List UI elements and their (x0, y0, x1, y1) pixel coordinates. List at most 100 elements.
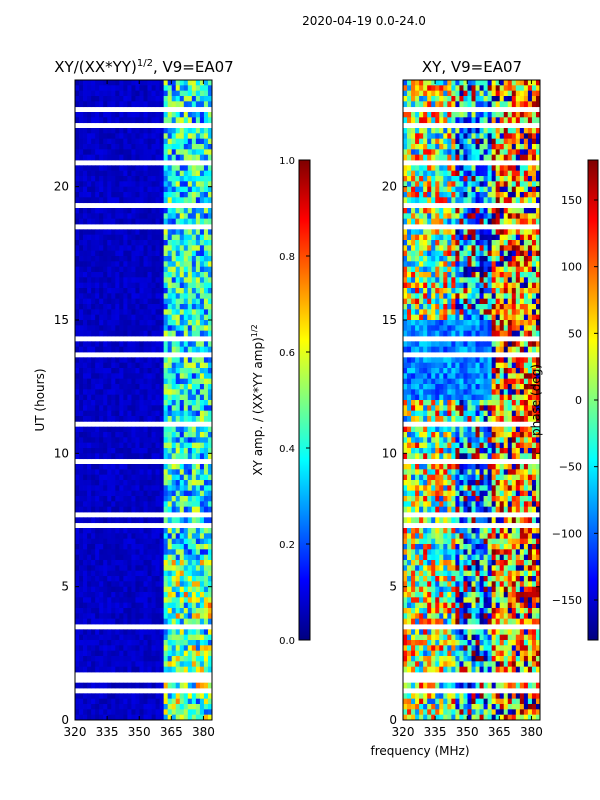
heatmap-cell (175, 261, 181, 268)
heatmap-cell (431, 192, 436, 198)
heatmap-cell (107, 485, 112, 492)
heatmap-cell (87, 576, 92, 582)
heatmap-cell (95, 80, 100, 86)
heatmap-cell (127, 432, 132, 438)
heatmap-cell (143, 650, 148, 657)
heatmap-cell (459, 261, 464, 268)
heatmap-cell (463, 282, 468, 289)
heatmap-cell (527, 272, 533, 278)
heatmap-cell (191, 282, 197, 289)
heatmap-cell (203, 576, 209, 582)
heatmap-cell (115, 394, 120, 401)
heatmap-cell (123, 117, 128, 124)
heatmap-cell (83, 634, 88, 641)
heatmap-cell (163, 245, 169, 252)
heatmap-cell (415, 245, 420, 252)
heatmap-cell (155, 138, 161, 145)
heatmap-cell (131, 426, 136, 433)
heatmap-cell (135, 229, 140, 236)
heatmap-cell (199, 576, 205, 582)
heatmap-cell (451, 266, 456, 273)
heatmap-cell (451, 154, 456, 161)
heatmap-cell (451, 309, 456, 316)
heatmap-cell (495, 85, 501, 92)
heatmap-cell (503, 149, 509, 156)
heatmap-cell (135, 250, 140, 257)
heatmap-cell (111, 693, 116, 700)
heatmap-cell (527, 138, 533, 145)
heatmap-cell (183, 576, 189, 582)
heatmap-cell (131, 496, 136, 502)
heatmap-cell (487, 138, 493, 145)
heatmap-cell (171, 586, 177, 593)
heatmap-cell (455, 245, 460, 252)
heatmap-cell (199, 485, 205, 492)
heatmap-cell (151, 389, 156, 396)
heatmap-cell (123, 378, 128, 385)
heatmap-cell (115, 608, 120, 614)
heatmap-cell (187, 597, 193, 604)
heatmap-cell (495, 144, 501, 150)
heatmap-cell (139, 629, 144, 636)
heatmap-cell (167, 389, 173, 396)
heatmap-cell (447, 85, 452, 92)
heatmap-cell (419, 170, 424, 177)
heatmap-cell (171, 288, 177, 294)
heatmap-cell (435, 298, 440, 305)
heatmap-cell (139, 394, 144, 401)
heatmap-cell (111, 181, 116, 188)
heatmap-cell (199, 501, 205, 508)
heatmap-cell (147, 437, 152, 444)
heatmap-cell (183, 304, 189, 310)
heatmap-cell (123, 144, 128, 150)
heatmap-cell (403, 154, 408, 161)
heatmap-cell (147, 709, 152, 716)
heatmap-cell (91, 85, 96, 92)
heatmap-cell (159, 117, 165, 124)
heatmap-cell (163, 346, 169, 353)
heatmap-cell (159, 416, 165, 422)
heatmap-cell (95, 240, 100, 246)
heatmap-cell (415, 272, 420, 278)
heatmap-cell (203, 213, 209, 220)
heatmap-cell (103, 165, 108, 172)
heatmap-cell (119, 581, 124, 588)
heatmap-cell (83, 293, 88, 300)
heatmap-cell (127, 170, 132, 177)
heatmap-cell (95, 218, 100, 225)
heatmap-cell (191, 378, 197, 385)
heatmap-cell (179, 298, 185, 305)
heatmap-cell (83, 144, 88, 150)
heatmap-cell (143, 506, 148, 513)
heatmap-cell (83, 698, 88, 705)
heatmap-cell (139, 213, 144, 220)
heatmap-cell (123, 261, 128, 268)
heatmap-cell (163, 480, 169, 486)
heatmap-cell (91, 341, 96, 348)
heatmap-cell (427, 208, 432, 214)
heatmap-cell (159, 608, 165, 614)
heatmap-cell (91, 373, 96, 380)
heatmap-cell (87, 128, 92, 134)
heatmap-cell (83, 250, 88, 257)
heatmap-cell (95, 320, 100, 326)
heatmap-cell (87, 213, 92, 220)
heatmap-cell (79, 437, 84, 444)
heatmap-cell (467, 144, 472, 150)
heatmap-cell (111, 218, 116, 225)
heatmap-cell (79, 261, 84, 268)
heatmap-cell (91, 629, 96, 636)
heatmap-cell (175, 298, 181, 305)
heatmap-cell (107, 320, 112, 326)
heatmap-cell (171, 576, 177, 582)
heatmap-cell (451, 138, 456, 145)
heatmap-cell (199, 442, 205, 449)
heatmap-cell (463, 256, 468, 262)
heatmap-cell (411, 218, 416, 225)
heatmap-cell (91, 592, 96, 598)
heatmap-cell (503, 250, 509, 257)
heatmap-cell (427, 85, 432, 92)
heatmap-cell (447, 320, 452, 326)
heatmap-cell (143, 485, 148, 492)
heatmap-cell (171, 368, 177, 374)
